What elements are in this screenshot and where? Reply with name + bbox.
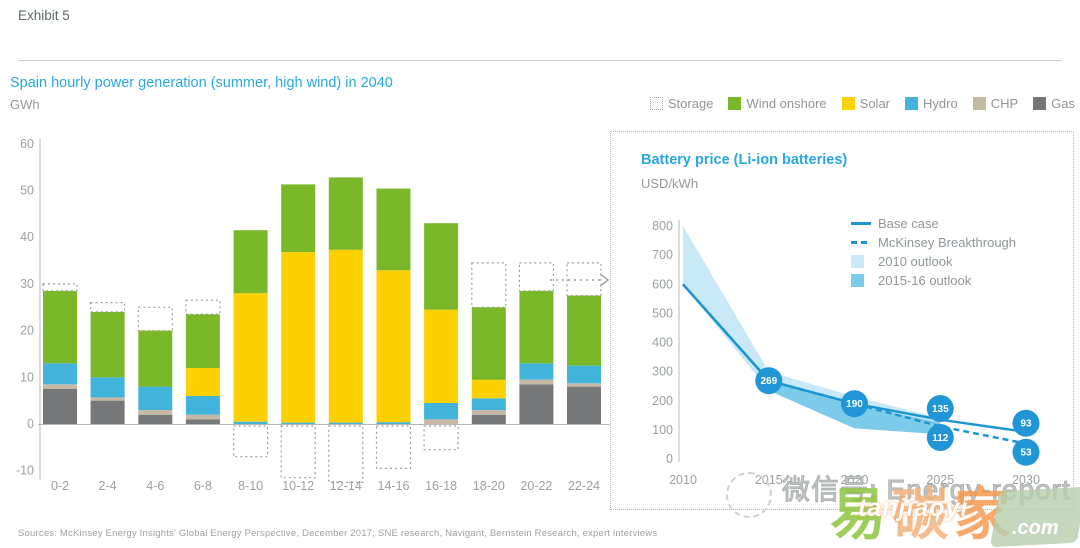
square-swatch-icon <box>1033 97 1047 110</box>
svg-text:269: 269 <box>760 376 777 387</box>
svg-text:14-16: 14-16 <box>378 479 410 493</box>
svg-text:2030: 2030 <box>1012 473 1040 487</box>
svg-text:18-20: 18-20 <box>473 479 505 493</box>
square-swatch-icon <box>841 97 855 110</box>
legend-label: Solar <box>859 96 891 111</box>
svg-text:112: 112 <box>932 433 949 444</box>
generation-chart-title: Spain hourly power generation (summer, h… <box>10 75 393 91</box>
svg-text:0: 0 <box>27 417 34 431</box>
svg-text:2025: 2025 <box>926 473 954 487</box>
svg-text:800: 800 <box>652 219 673 233</box>
svg-text:400: 400 <box>652 336 673 350</box>
svg-text:200: 200 <box>652 394 673 408</box>
battery-panel-unit: USD/kWh <box>641 176 699 191</box>
svg-text:50: 50 <box>20 184 34 198</box>
legend-item-chp: CHP <box>972 96 1019 111</box>
legend-item-mckinsey-breakthrough: McKinsey Breakthrough <box>851 235 1016 250</box>
legend-label: McKinsey Breakthrough <box>878 235 1017 250</box>
generation-stacked-bar-chart: -10 0 10 20 30 40 50 60 0-2 2-4 4-6 6-8 8-10 10-12 12-… <box>16 137 612 493</box>
square-swatch-icon <box>728 97 742 110</box>
svg-text:30: 30 <box>20 277 34 291</box>
legend-item-wind-onshore: Wind onshore <box>728 96 827 111</box>
storage-to-battery-connector-arrow <box>550 273 610 287</box>
square-swatch-icon <box>851 274 871 287</box>
legend-label: Storage <box>667 96 714 111</box>
dotted-square-swatch-icon <box>649 97 663 110</box>
legend-label: CHP <box>990 96 1019 111</box>
svg-text:135: 135 <box>932 404 949 415</box>
square-swatch-icon <box>851 255 871 268</box>
legend-label: Hydro <box>923 96 958 111</box>
battery-panel: Battery price (Li-ion batteries) USD/kWh… <box>610 131 1074 510</box>
legend-label: Base case <box>878 216 939 231</box>
watermark-com-text: .com <box>1012 517 1059 539</box>
svg-text:40: 40 <box>20 230 34 244</box>
legend-label: Gas <box>1051 96 1075 111</box>
dashed-line-swatch-icon <box>851 241 871 244</box>
svg-text:2020: 2020 <box>841 473 869 487</box>
battery-price-line-chart: 0 100 200 300 400 500 600 700 800 2010 2015 2020 202… <box>652 219 1040 487</box>
legend-item-2015-16-outlook: 2015-16 outlook <box>851 273 1016 288</box>
generation-legend: Storage Wind onshore Solar Hydro CHP Gas <box>649 96 1075 111</box>
exhibit-label: Exhibit 5 <box>18 8 70 23</box>
legend-label: Wind onshore <box>746 96 827 111</box>
svg-text:2-4: 2-4 <box>99 479 117 493</box>
svg-text:0-2: 0-2 <box>51 479 69 493</box>
svg-text:300: 300 <box>652 365 673 379</box>
square-swatch-icon <box>972 97 986 110</box>
svg-text:190: 190 <box>846 399 863 410</box>
svg-text:6-8: 6-8 <box>194 479 212 493</box>
svg-text:20-22: 20-22 <box>520 479 552 493</box>
legend-label: 2015-16 outlook <box>878 273 972 288</box>
svg-text:8-10: 8-10 <box>238 479 263 493</box>
legend-item-hydro: Hydro <box>905 96 958 111</box>
svg-text:53: 53 <box>1020 448 1032 459</box>
svg-text:60: 60 <box>20 137 34 151</box>
svg-text:22-24: 22-24 <box>568 479 600 493</box>
svg-text:20: 20 <box>20 324 34 338</box>
svg-text:700: 700 <box>652 248 673 262</box>
legend-item-solar: Solar <box>841 96 891 111</box>
svg-text:12-14: 12-14 <box>330 479 362 493</box>
square-swatch-icon <box>905 97 919 110</box>
line-swatch-icon <box>851 222 871 225</box>
legend-item-storage: Storage <box>649 96 714 111</box>
legend-item-gas: Gas <box>1033 96 1075 111</box>
svg-text:93: 93 <box>1020 419 1032 430</box>
sources-note: Sources: McKinsey Energy Insights' Globa… <box>18 528 658 539</box>
svg-text:10: 10 <box>20 370 34 384</box>
svg-text:10-12: 10-12 <box>282 479 314 493</box>
legend-item-2010-outlook: 2010 outlook <box>851 254 1016 269</box>
svg-text:500: 500 <box>652 306 673 320</box>
svg-text:-10: -10 <box>16 464 34 478</box>
svg-text:0: 0 <box>666 452 673 466</box>
legend-label: 2010 outlook <box>878 254 953 269</box>
battery-legend: Base case McKinsey Breakthrough 2010 outlo… <box>851 216 1016 288</box>
svg-text:4-6: 4-6 <box>146 479 164 493</box>
svg-text:16-18: 16-18 <box>425 479 457 493</box>
svg-text:100: 100 <box>652 423 673 437</box>
battery-panel-title: Battery price (Li-ion batteries) <box>641 152 848 168</box>
svg-text:600: 600 <box>652 277 673 291</box>
header-divider <box>18 60 1062 61</box>
generation-chart-unit: GWh <box>10 97 40 112</box>
svg-text:2010: 2010 <box>669 473 697 487</box>
svg-text:2015: 2015 <box>755 473 783 487</box>
legend-item-base-case: Base case <box>851 216 1016 231</box>
